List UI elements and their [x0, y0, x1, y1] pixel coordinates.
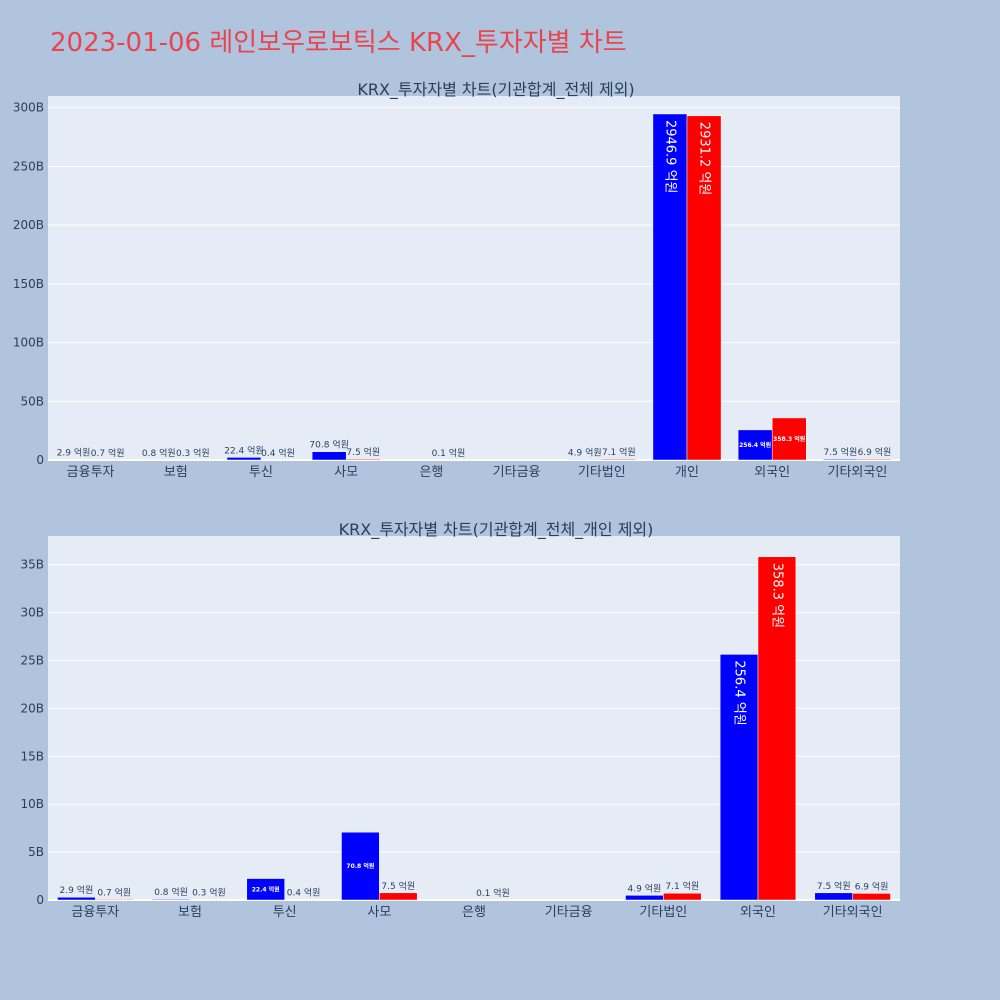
data-label: 4.9 억원	[628, 882, 662, 894]
bar	[57, 896, 96, 901]
bar	[719, 654, 759, 901]
data-label: 0.4 억원	[261, 447, 295, 459]
bar	[345, 458, 381, 461]
x-tick-label: 기타외국인	[827, 465, 887, 480]
x-tick-label: 기타법인	[639, 905, 687, 920]
bar	[625, 895, 664, 901]
y-tick-label: 25B	[20, 654, 44, 668]
data-label: 7.1 억원	[665, 880, 699, 892]
y-tick-label: 0	[36, 453, 44, 467]
bar	[852, 893, 891, 901]
bar	[226, 457, 262, 461]
plot-area	[48, 96, 900, 460]
data-label: 358.3 억원	[769, 563, 784, 628]
data-label: 7.5 억원	[346, 446, 380, 458]
data-label: 0.4 억원	[287, 887, 321, 899]
data-label: 7.5 억원	[823, 446, 857, 458]
data-label: 7.5 억원	[381, 880, 415, 892]
top-bar-chart: KRX_투자자별 차트(기관합계_전체 제외) 0 50B 100B 150B 200B 2…	[13, 80, 900, 480]
y-tick-label: 20B	[20, 701, 44, 715]
data-label: 0.3 억원	[176, 447, 210, 459]
x-tick-label: 사모	[334, 465, 358, 480]
bar	[151, 898, 191, 901]
x-tick-label: 사모	[367, 905, 391, 920]
data-label: 2931.2 억원	[697, 122, 712, 196]
data-label: 70.8 억원	[309, 439, 348, 451]
chart-title: KRX_투자자별 차트(기관합계_전체 제외)	[357, 80, 634, 100]
x-tick-label: 투신	[273, 905, 297, 920]
y-tick-label: 150B	[13, 277, 44, 291]
y-tick-label: 35B	[20, 558, 44, 572]
data-label: 256.4 억원	[732, 660, 747, 725]
bar	[823, 458, 858, 461]
x-tick-label: 기타외국인	[823, 905, 883, 920]
x-tick-label: 외국인	[754, 465, 790, 480]
y-tick-label: 0	[36, 893, 44, 907]
data-label: 70.8 억원	[346, 862, 374, 870]
data-label: 0.7 억원	[91, 447, 125, 459]
x-tick-label: 은행	[419, 464, 443, 480]
y-tick-label: 5B	[28, 845, 44, 859]
x-tick-label: 외국인	[740, 905, 776, 920]
chart-title: KRX_투자자별 차트(기관합계_전체_개인 제외)	[339, 520, 654, 540]
bar	[857, 458, 892, 461]
y-tick-label: 30B	[20, 606, 44, 620]
data-label: 22.4 억원	[252, 885, 280, 893]
y-tick-label: 100B	[13, 336, 44, 350]
bottom-bar-chart: KRX_투자자별 차트(기관합계_전체_개인 제외) 0 5B 10B 15B 20B 25…	[20, 520, 900, 920]
y-tick-label: 15B	[20, 749, 44, 763]
bar	[341, 831, 380, 901]
bar	[567, 459, 603, 461]
data-label: 0.3 억원	[192, 887, 226, 899]
y-tick-label: 50B	[20, 394, 44, 408]
data-label: 4.9 억원	[568, 446, 602, 458]
bar	[246, 878, 285, 901]
x-tick-label: 기타금융	[545, 905, 593, 920]
y-tick-label: 250B	[13, 159, 44, 173]
bar	[663, 892, 702, 901]
x-tick-label: 투신	[249, 465, 273, 480]
x-tick-label: 보험	[178, 905, 202, 920]
data-label: 0.7 억원	[97, 886, 131, 898]
data-label: 7.1 억원	[602, 446, 636, 458]
data-label: 0.1 억원	[432, 447, 466, 459]
x-tick-label: 기타법인	[578, 465, 626, 480]
bar	[379, 892, 418, 901]
data-label: 7.5 억원	[817, 880, 851, 892]
data-label: 256.4 억원	[739, 441, 771, 449]
bar	[311, 451, 347, 461]
x-tick-label: 기타금융	[493, 465, 541, 480]
bar	[95, 899, 134, 901]
bar	[652, 113, 688, 461]
bar	[757, 556, 797, 901]
data-label: 0.8 억원	[154, 886, 188, 898]
data-label: 6.9 억원	[858, 446, 892, 458]
bar	[737, 429, 773, 461]
y-tick-label: 300B	[13, 101, 44, 115]
x-tick-label: 개인	[675, 465, 699, 480]
page-title: 2023-01-06 레인보우로보틱스 KRX_투자자별 차트	[50, 28, 627, 58]
data-label: 2946.9 억원	[662, 120, 677, 194]
data-label: 22.4 억원	[224, 444, 263, 456]
data-label: 6.9 억원	[855, 880, 889, 892]
bar	[771, 417, 807, 461]
data-label: 2.9 억원	[60, 884, 94, 896]
bar	[601, 458, 637, 461]
data-label: 0.1 억원	[476, 887, 510, 899]
bar	[814, 892, 853, 901]
x-tick-label: 금융투자	[71, 905, 119, 920]
x-tick-label: 은행	[462, 904, 486, 920]
bar	[686, 115, 722, 461]
data-label: 2.9 억원	[57, 447, 91, 459]
data-label: 358.3 억원	[773, 435, 805, 443]
x-tick-label: 보험	[164, 465, 188, 480]
x-tick-label: 금융투자	[67, 465, 115, 480]
y-tick-label: 200B	[13, 218, 44, 232]
data-label: 0.8 억원	[142, 447, 176, 459]
y-tick-label: 10B	[20, 797, 44, 811]
